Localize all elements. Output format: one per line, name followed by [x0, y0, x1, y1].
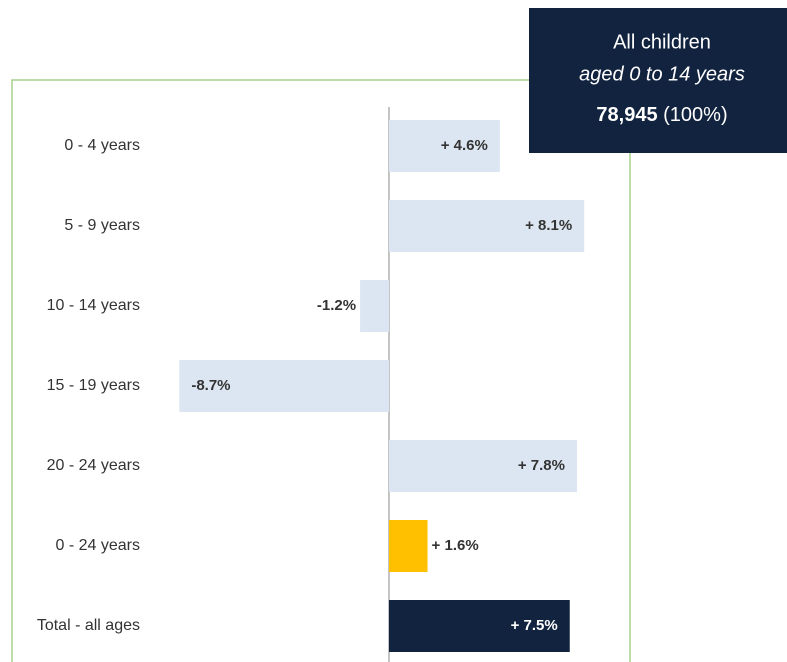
y-tick-label: 15 - 19 years [47, 377, 140, 394]
bar [360, 280, 389, 332]
value-label: -8.7% [191, 377, 230, 394]
value-label: + 7.8% [518, 457, 565, 474]
value-label: + 1.6% [432, 537, 479, 554]
bar [389, 120, 500, 172]
value-label: + 8.1% [525, 217, 572, 234]
y-tick-label: Total - all ages [37, 617, 140, 634]
bar [389, 600, 570, 652]
y-tick-label: 0 - 24 years [56, 537, 140, 554]
bar [179, 360, 389, 412]
value-label: + 4.6% [441, 137, 488, 154]
callout-total-value: 78,945 [596, 104, 657, 126]
bar [389, 440, 577, 492]
y-tick-label: 10 - 14 years [47, 297, 140, 314]
callout-total: 78,945 (100%) [596, 104, 727, 126]
panel-border [11, 79, 631, 662]
y-tick-label: 20 - 24 years [47, 457, 140, 474]
y-tick-label: 5 - 9 years [64, 217, 140, 234]
value-label: + 7.5% [511, 617, 558, 634]
value-label: -1.2% [317, 297, 356, 314]
y-tick-label: 0 - 4 years [64, 137, 140, 154]
bar [389, 200, 585, 252]
bar [389, 520, 428, 572]
callout-share: (100%) [663, 104, 727, 126]
callout-box [529, 8, 787, 153]
bars: 0 - 4 years + 4.6% 5 - 9 years + 8.1% 10 - 1… [37, 120, 585, 652]
callout-line2: aged 0 to 14 years [579, 63, 745, 85]
callout-line1: All children [613, 31, 711, 53]
